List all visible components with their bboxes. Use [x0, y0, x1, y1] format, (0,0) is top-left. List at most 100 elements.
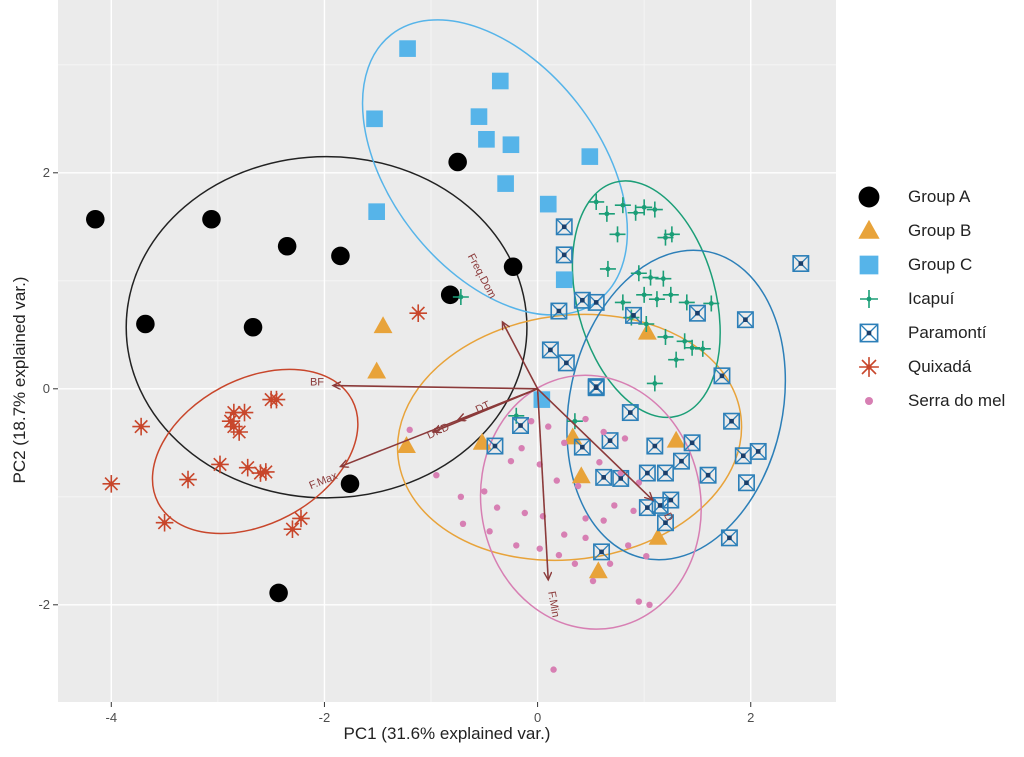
data-point: [723, 412, 741, 430]
data-point: [502, 136, 520, 154]
data-point: [571, 466, 591, 484]
data-point: [588, 193, 605, 210]
data-point: [513, 542, 520, 549]
data-point: [486, 528, 493, 535]
legend-label: Serra do mel: [908, 391, 1006, 410]
legend-marker: [860, 290, 878, 308]
data-point: [283, 520, 302, 539]
legend-label: Quixadá: [908, 357, 972, 376]
grid-major: [58, 0, 836, 702]
y-tick-label: 0: [43, 381, 50, 396]
legend-swatch: [859, 323, 879, 343]
data-point: [614, 294, 631, 311]
data-point: [211, 455, 229, 474]
legend-marker: [858, 220, 880, 239]
legend-key: [858, 220, 880, 242]
data-point: [636, 286, 653, 303]
data-point: [457, 493, 465, 500]
data-point: [366, 110, 383, 128]
data-point: [555, 551, 563, 559]
data-point: [397, 436, 416, 453]
legend-marker: [859, 255, 879, 275]
legend-swatch: [858, 186, 880, 208]
data-point: [630, 507, 637, 515]
data-point: [507, 457, 515, 465]
data-point: [269, 583, 288, 603]
legend-item: Paramontí: [858, 316, 1024, 350]
data-point: [257, 463, 275, 481]
data-point: [448, 152, 467, 172]
data-point: [648, 291, 665, 308]
data-point: [574, 482, 582, 490]
data-point: [638, 316, 655, 332]
data-point: [481, 488, 488, 495]
data-point: [292, 509, 310, 528]
data-point: [555, 271, 573, 289]
data-point: [573, 291, 591, 309]
data-point: [550, 302, 568, 320]
legend-key: [858, 186, 880, 208]
legend: Group A Group B Group C Icapuí Paramontí Quix…: [858, 180, 1024, 418]
data-point: [566, 413, 583, 430]
data-point: [683, 434, 701, 452]
legend-marker: [859, 323, 879, 343]
legend-item: Icapuí: [858, 282, 1024, 316]
data-point: [406, 426, 413, 434]
data-point: [666, 430, 686, 448]
x-tick-label: -2: [319, 710, 331, 725]
axis-ticks: -4 -2 0 2 -2 0 2: [38, 165, 754, 725]
data-point: [433, 472, 440, 479]
data-point: [557, 354, 575, 372]
data-point: [86, 209, 105, 229]
loading-label: F.Min: [545, 590, 561, 618]
data-point: [601, 432, 619, 450]
data-point: [267, 390, 286, 409]
data-point: [541, 341, 559, 359]
data-point: [599, 260, 616, 277]
data-point: [646, 201, 663, 218]
data-point: [713, 367, 731, 385]
legend-label: Icapuí: [908, 289, 955, 308]
data-point: [600, 517, 607, 524]
data-point: [684, 339, 701, 356]
data-point: [635, 598, 643, 605]
legend-key: [858, 254, 880, 276]
legend-item: Group C: [858, 248, 1024, 282]
data-point: [561, 439, 568, 446]
data-point: [493, 504, 501, 511]
data-point: [368, 203, 385, 220]
legend-key: [858, 390, 880, 412]
data-point: [582, 515, 589, 522]
data-point: [486, 437, 504, 455]
data-point: [589, 577, 597, 585]
data-point: [331, 246, 350, 266]
legend-label: Group C: [908, 255, 973, 274]
loading-arrow: [536, 388, 549, 580]
loading-arrow: [333, 386, 538, 389]
legend-swatch: [859, 255, 879, 275]
data-point: [561, 531, 568, 538]
legend-swatch: [859, 357, 879, 377]
legend-item: Quixadá: [858, 350, 1024, 384]
data-point: [587, 379, 605, 397]
data-point: [651, 496, 669, 514]
confidence-ellipse: [125, 155, 528, 499]
data-point: [606, 560, 614, 567]
data-point: [655, 270, 672, 287]
legend-key: [858, 288, 880, 310]
y-tick-label: -2: [38, 597, 50, 612]
data-point: [656, 464, 674, 482]
data-point: [596, 459, 603, 466]
data-point: [521, 509, 528, 517]
legend-item: Group B: [858, 214, 1024, 248]
data-point: [630, 265, 647, 282]
data-point: [238, 458, 257, 477]
data-point: [598, 205, 615, 222]
data-point: [459, 520, 467, 527]
data-point: [225, 417, 243, 436]
data-point: [720, 529, 738, 547]
loading-arrow: [502, 322, 539, 390]
data-point: [749, 442, 767, 460]
